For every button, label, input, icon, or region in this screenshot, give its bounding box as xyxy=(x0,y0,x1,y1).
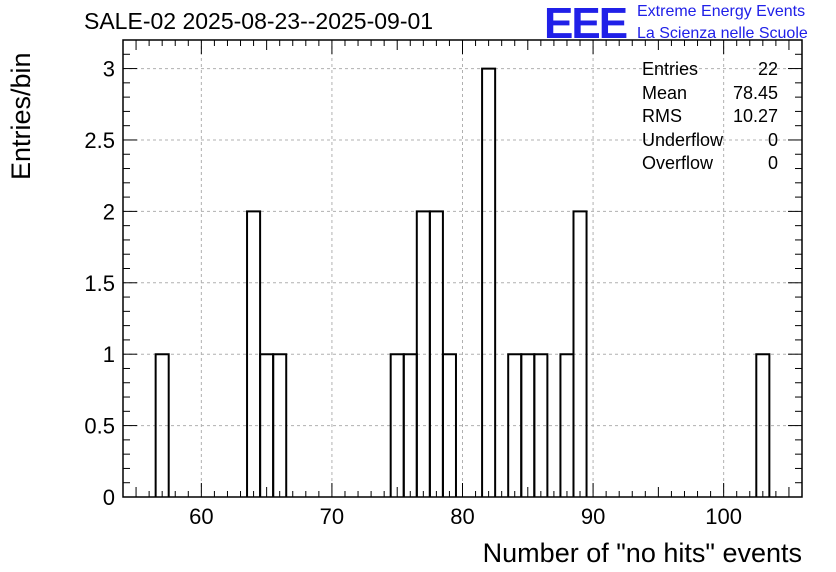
stats-entries-row: Entries 22 xyxy=(642,58,778,82)
x-tick-label: 90 xyxy=(581,504,605,529)
y-tick-label: 1 xyxy=(103,342,115,367)
histogram-bar xyxy=(533,353,549,497)
y-axis-label: Entries/bin xyxy=(6,52,36,180)
logo-line2: La Scienza nelle Scuole xyxy=(637,25,808,42)
y-tick-label: 2.5 xyxy=(84,128,115,153)
histogram-bar xyxy=(755,353,771,497)
y-tick-label: 3 xyxy=(103,57,115,82)
stats-underflow-value: 0 xyxy=(767,129,778,150)
x-tick-label: 60 xyxy=(189,504,213,529)
stats-entries-label: Entries xyxy=(642,59,699,79)
histogram-bar xyxy=(572,210,588,497)
stats-box: Entries 22 Mean 78.45 RMS 10.27 Underflo… xyxy=(642,58,778,176)
y-tick-label: 2 xyxy=(103,199,115,224)
histogram-bar xyxy=(441,353,457,497)
y-tick-label: 0 xyxy=(103,485,115,510)
stats-overflow-value: 0 xyxy=(767,153,778,173)
stats-entries-value: 22 xyxy=(757,59,778,79)
stats-underflow-label: Underflow xyxy=(642,129,724,150)
stats-mean-label: Mean xyxy=(642,82,688,103)
stats-underflow-row: Underflow 0 xyxy=(642,129,778,153)
stats-overflow-label: Overflow xyxy=(642,153,714,173)
x-tick-label: 100 xyxy=(705,504,742,529)
y-tick-label: 0.5 xyxy=(84,414,115,439)
logo-line1: Extreme Energy Events xyxy=(637,3,806,20)
histogram-bar xyxy=(154,353,170,497)
stats-mean-row: Mean 78.45 xyxy=(642,82,778,106)
histogram-bar xyxy=(272,353,288,497)
stats-rms-row: RMS 10.27 xyxy=(642,105,778,129)
y-tick-label: 1.5 xyxy=(84,271,115,296)
histogram-bar xyxy=(481,67,497,497)
stats-mean-value: 78.45 xyxy=(732,82,778,103)
stats-rms-value: 10.27 xyxy=(732,106,778,126)
x-tick-label: 80 xyxy=(450,504,474,529)
x-axis-label: Number of "no hits" events xyxy=(482,538,802,568)
stats-overflow-row: Overflow 0 xyxy=(642,152,778,176)
eee-logo: EEE xyxy=(544,0,628,48)
x-tick-label: 70 xyxy=(320,504,344,529)
chart-title: SALE-02 2025-08-23--2025-09-01 xyxy=(84,8,434,34)
stats-rms-label: RMS xyxy=(642,106,682,126)
